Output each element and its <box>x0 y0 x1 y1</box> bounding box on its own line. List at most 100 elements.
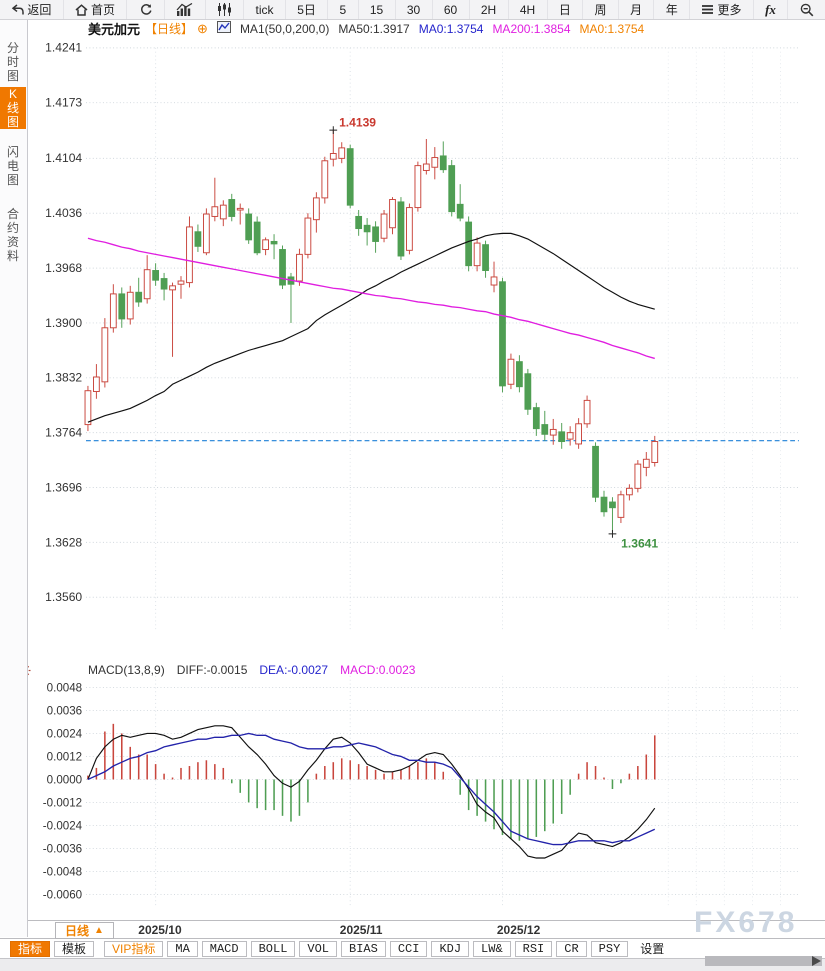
candlestick <box>211 206 219 217</box>
candle-chart-icon <box>217 3 232 16</box>
zoom-out-icon <box>800 3 814 17</box>
candlestick <box>109 293 117 329</box>
topbar-period-60-label: 60 <box>443 2 458 17</box>
topbar-period-30[interactable]: 30 <box>396 0 433 19</box>
candlestick <box>202 213 210 254</box>
area-chart-icon <box>176 3 193 16</box>
macd-axis-label: -0.0060 <box>43 888 82 901</box>
topbar-period-5d[interactable]: 5日 <box>286 0 329 19</box>
topbar-period-2h[interactable]: 2H <box>470 0 509 19</box>
candlestick <box>566 432 574 440</box>
candlestick <box>219 204 227 220</box>
candlestick <box>575 423 583 445</box>
topbar-period-60[interactable]: 60 <box>433 0 470 19</box>
topbar-refresh[interactable] <box>127 0 165 19</box>
candlestick <box>389 199 396 229</box>
sidebar-item-char: 图 <box>6 69 19 83</box>
indicator-button-MACD[interactable]: MACD <box>201 940 247 957</box>
topbar-fx[interactable]: fx <box>754 0 789 19</box>
bottom-strip <box>0 958 825 971</box>
topbar-period-5[interactable]: 5 <box>328 0 359 19</box>
symbol-name: 美元加元 <box>88 22 141 37</box>
indicator-toolbar: 指标 模板 VIP指标 MA MACD BOLL VOL BIAS CCI KDJ LW& RSI CR… <box>0 939 825 958</box>
candlestick <box>93 376 100 393</box>
indicator-button-VIP指标[interactable]: VIP指标 <box>104 940 164 957</box>
price-axis-label: 1.4104 <box>45 151 82 165</box>
topbar-period-year-label: 年 <box>665 3 678 17</box>
indicator-button-MA[interactable]: MA <box>167 940 198 957</box>
candlestick <box>143 269 151 300</box>
candlestick <box>516 361 523 388</box>
indicator-button-指标[interactable]: 指标 <box>10 940 51 957</box>
candlestick <box>642 458 650 468</box>
topbar-period-week[interactable]: 周 <box>583 0 619 19</box>
topbar-candle-chart[interactable] <box>206 0 245 19</box>
macd-header: MACD(13,8,9) DIFF:-0.0015 DEA:-0.0027 MA… <box>88 663 415 677</box>
topbar-period-4h[interactable]: 4H <box>509 0 548 19</box>
candlestick <box>296 253 303 282</box>
macd-macd-value: MACD:0.0023 <box>340 663 416 677</box>
candlestick <box>456 203 464 219</box>
topbar-tick[interactable]: tick <box>244 0 286 19</box>
indicator-button-BIAS[interactable]: BIAS <box>341 940 386 957</box>
topbar-period-15[interactable]: 15 <box>359 0 396 19</box>
scroll-arrow-icon[interactable] <box>812 956 821 966</box>
indicator-button-KDJ[interactable]: KDJ <box>431 940 470 957</box>
candlestick <box>380 213 388 239</box>
topbar-period-month-label: 月 <box>630 3 643 17</box>
topbar-zoom-out[interactable] <box>788 0 825 19</box>
line-chart-mini-icon[interactable] <box>216 21 231 36</box>
topbar-back[interactable]: 返回 <box>0 0 64 19</box>
price-axis-label: 1.4173 <box>45 96 82 110</box>
horizontal-scrollbar[interactable] <box>705 956 822 966</box>
sidebar-item-char: 闪 <box>6 145 19 159</box>
indicator-button-PSY[interactable]: PSY <box>590 940 629 957</box>
indicator-button-RSI[interactable]: RSI <box>514 940 553 957</box>
month-label: 2025/11 <box>339 923 383 937</box>
sidebar-item-char: 约 <box>6 221 19 235</box>
indicator-button-LW&[interactable]: LW& <box>473 940 511 957</box>
ma200-value: MA200:1.3854 <box>492 21 571 36</box>
candlestick <box>482 244 489 271</box>
topbar-period-day[interactable]: 日 <box>548 0 584 19</box>
candlestick <box>338 147 346 159</box>
sidebar-item-char: 资 <box>6 235 19 249</box>
candlestick <box>160 278 168 290</box>
candlestick <box>152 270 160 281</box>
topbar-period-15-label: 15 <box>369 2 384 17</box>
period-selector-button[interactable]: 日线 ▲ <box>55 922 114 939</box>
sidebar-item-3[interactable]: 闪电图 <box>0 145 26 187</box>
sidebar-item-1[interactable]: 分时图 <box>0 41 26 83</box>
candlestick <box>118 293 126 320</box>
candlestick <box>448 165 456 213</box>
indicator-button-CR[interactable]: CR <box>556 940 587 957</box>
macd-axis-label: 0.0048 <box>47 681 82 694</box>
candlestick <box>279 249 286 286</box>
macd-chart[interactable]: 0.0048 0.0036 0.0024 0.0012 0.0000 -0.0012 -0.… <box>27 658 825 920</box>
macd-diff-value: DIFF:-0.0015 <box>176 663 248 677</box>
indicator-button-VOL[interactable]: VOL <box>299 940 338 957</box>
candlestick <box>194 231 202 247</box>
topbar-more[interactable]: 更多 <box>690 0 754 19</box>
topbar-period-month[interactable]: 月 <box>619 0 655 19</box>
candlestick <box>431 157 439 168</box>
indicator-button-CCI[interactable]: CCI <box>389 940 428 957</box>
sidebar-item-4[interactable]: 合约资料 <box>0 207 26 263</box>
candlestick <box>228 199 236 217</box>
topbar-area-chart[interactable] <box>165 0 206 19</box>
price-axis-label: 1.3560 <box>45 590 82 604</box>
topbar-period-30-label: 30 <box>406 2 421 17</box>
main-price-chart[interactable]: 1.4241 1.4173 1.4104 1.4036 1.3968 1.3900 1.38… <box>27 19 825 658</box>
topbar-period-day-label: 日 <box>558 3 571 17</box>
indicator-button-设置[interactable]: 设置 <box>632 940 673 957</box>
indicator-button-BOLL[interactable]: BOLL <box>250 940 296 957</box>
candlestick <box>490 276 498 286</box>
plus-circle-icon[interactable]: ⊕ <box>197 20 208 36</box>
sidebar-item-char: K <box>8 87 17 101</box>
macd-axis-label: -0.0048 <box>43 865 82 878</box>
indicator-button-模板[interactable]: 模板 <box>54 940 95 957</box>
topbar-home[interactable]: 首页 <box>64 0 128 19</box>
topbar-period-year[interactable]: 年 <box>654 0 691 19</box>
candlestick <box>126 291 134 320</box>
